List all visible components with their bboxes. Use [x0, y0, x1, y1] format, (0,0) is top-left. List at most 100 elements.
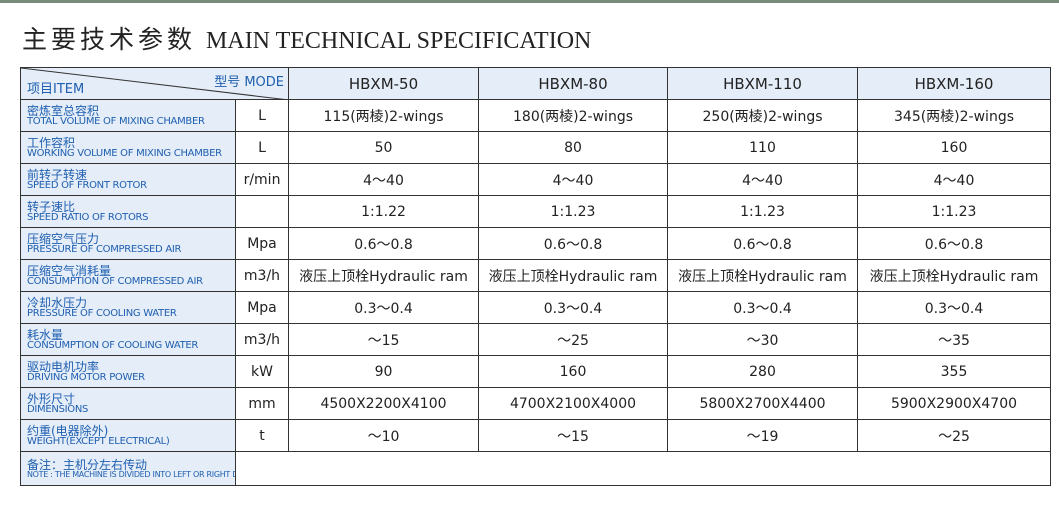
unit: mm [235, 387, 289, 420]
diagonal [21, 68, 281, 99]
spec-row: 冷却水压力 PRESSURE OF COOLING WATER Mpa 0.3～0.4… [20, 291, 1051, 324]
value: 0.6～0.8 [288, 227, 479, 260]
value: 液压上顶栓Hydraulic ram [667, 259, 858, 292]
value: ～30 [667, 323, 858, 356]
value: 250(两棱)2-wings [667, 99, 858, 132]
value: 1:1.23 [667, 195, 858, 228]
value: 50 [288, 131, 479, 164]
value: 4～40 [667, 163, 858, 196]
value: 180(两棱)2-wings [478, 99, 668, 132]
value: 1:1.22 [288, 195, 479, 228]
note-cn: 备注：主机分左右传动 [27, 457, 148, 472]
value: 液压上顶栓Hydraulic ram [288, 259, 479, 292]
label-cn: 耗水量 [27, 327, 64, 342]
row-label: 驱动电机功率 DRIVING MOTOR POWER [20, 355, 236, 388]
label-en: DRIVING MOTOR POWER [27, 371, 145, 383]
value: 115(两棱)2-wings [288, 99, 479, 132]
model-header: HBXM-110 [667, 67, 858, 100]
value: 1:1.23 [478, 195, 668, 228]
label-cn: 约重(电器除外) [27, 423, 109, 438]
row-label: 转子速比 SPEED RATIO OF ROTORS [20, 195, 236, 228]
unit [235, 195, 289, 228]
unit: kW [235, 355, 289, 388]
label-cn: 前转子转速 [27, 167, 88, 182]
row-label: 约重(电器除外) WEIGHT(EXCEPT ELECTRICAL) [20, 419, 236, 452]
spec-row: 转子速比 SPEED RATIO OF ROTORS 1:1.22 1:1.23 1:1… [20, 195, 1051, 228]
corner-cell: 项目ITEM 型号 MODE [20, 67, 289, 100]
value: 355 [857, 355, 1051, 388]
label-en: PRESSURE OF COOLING WATER [27, 307, 177, 319]
label-en: WORKING VOLUME OF MIXING CHAMBER [27, 147, 222, 159]
header-row: 项目ITEM 型号 MODE HBXM-50 HBXM-80 HBXM-110 HBX… [20, 67, 1051, 100]
unit: t [235, 419, 289, 452]
value: 0.6～0.8 [857, 227, 1051, 260]
label-cn: 压缩空气消耗量 [27, 263, 112, 278]
model-header: HBXM-160 [857, 67, 1051, 100]
spec-row: 工作容积 WORKING VOLUME OF MIXING CHAMBER L 50 8… [20, 131, 1051, 164]
label-cn: 驱动电机功率 [27, 359, 100, 374]
top-bar [0, 0, 1059, 3]
label-cn: 压缩空气压力 [27, 231, 100, 246]
value: 4～40 [288, 163, 479, 196]
value: ～15 [288, 323, 479, 356]
unit: Mpa [235, 227, 289, 260]
model-header: HBXM-50 [288, 67, 479, 100]
row-label: 密炼室总容积 TOTAL VOLUME OF MIXING CHAMBER [20, 99, 236, 132]
value: 110 [667, 131, 858, 164]
value: ～25 [857, 419, 1051, 452]
model-header: HBXM-80 [478, 67, 668, 100]
table-body: 项目ITEM 型号 MODE HBXM-50 HBXM-80 HBXM-110 HBX… [20, 67, 1051, 486]
value: 0.3～0.4 [478, 291, 668, 324]
spec-row: 前转子转速 SPEED OF FRONT ROTOR r/min 4～40 4～40 4～… [20, 163, 1051, 196]
row-label: 压缩空气压力 PRESSURE OF COMPRESSED AIR [20, 227, 236, 260]
value: 4700X2100X4000 [478, 387, 668, 420]
value: 90 [288, 355, 479, 388]
value: 0.3～0.4 [288, 291, 479, 324]
value: ～10 [288, 419, 479, 452]
label-en: DIMENSIONS [27, 403, 89, 415]
note-row: 备注：主机分左右传动 NOTE : THE MACHINE IS DIVIDED … [20, 451, 1051, 486]
title-cn: 主要技术参数 [22, 25, 197, 54]
label-en: CONSUMPTION OF COMPRESSED AIR [27, 275, 203, 287]
value: 0.3～0.4 [857, 291, 1051, 324]
row-label: 外形尺寸 DIMENSIONS [20, 387, 236, 420]
row-label: 耗水量 CONSUMPTION OF COOLING WATER [20, 323, 236, 356]
value: 4～40 [478, 163, 668, 196]
value: ～25 [478, 323, 668, 356]
spec-row: 压缩空气消耗量 CONSUMPTION OF COMPRESSED AIR m3/h… [20, 259, 1051, 292]
row-label: 压缩空气消耗量 CONSUMPTION OF COMPRESSED AIR [20, 259, 236, 292]
spec-row: 外形尺寸 DIMENSIONS mm 4500X2200X4100 4700X2100X… [20, 387, 1051, 420]
value: 5900X2900X4700 [857, 387, 1051, 420]
corner-model: 型号 MODE [214, 75, 284, 90]
value: 4～40 [857, 163, 1051, 196]
label-en: WEIGHT(EXCEPT ELECTRICAL) [27, 435, 170, 447]
label-en: SPEED RATIO OF ROTORS [27, 211, 149, 223]
unit: r/min [235, 163, 289, 196]
note-label: 备注：主机分左右传动 NOTE : THE MACHINE IS DIVIDED … [20, 451, 236, 486]
title-en: MAIN TECHNICAL SPECIFICATION [206, 28, 592, 54]
spec-row: 驱动电机功率 DRIVING MOTOR POWER kW 90 160 280 355 [20, 355, 1051, 388]
value: 4500X2200X4100 [288, 387, 479, 420]
unit: m3/h [235, 323, 289, 356]
unit: L [235, 99, 289, 132]
spec-row: 耗水量 CONSUMPTION OF COOLING WATER m3/h ～15 ～2… [20, 323, 1051, 356]
value: 液压上顶栓Hydraulic ram [478, 259, 668, 292]
value: 160 [857, 131, 1051, 164]
value: 液压上顶栓Hydraulic ram [857, 259, 1051, 292]
value: ～19 [667, 419, 858, 452]
unit: Mpa [235, 291, 289, 324]
value: 345(两棱)2-wings [857, 99, 1051, 132]
spec-row: 密炼室总容积 TOTAL VOLUME OF MIXING CHAMBER L 115… [20, 99, 1051, 132]
spec-row: 压缩空气压力 PRESSURE OF COMPRESSED AIR Mpa 0.6～0… [20, 227, 1051, 260]
value: 0.6～0.8 [667, 227, 858, 260]
label-en: PRESSURE OF COMPRESSED AIR [27, 243, 182, 255]
title: 主要技术参数 MAIN TECHNICAL SPECIFICATION [22, 20, 591, 56]
value: 0.3～0.4 [667, 291, 858, 324]
spec-row: 约重(电器除外) WEIGHT(EXCEPT ELECTRICAL) t ～10 ～15… [20, 419, 1051, 452]
value: 160 [478, 355, 668, 388]
value: 0.6～0.8 [478, 227, 668, 260]
value: 280 [667, 355, 858, 388]
value: 1:1.23 [857, 195, 1051, 228]
value: 80 [478, 131, 668, 164]
